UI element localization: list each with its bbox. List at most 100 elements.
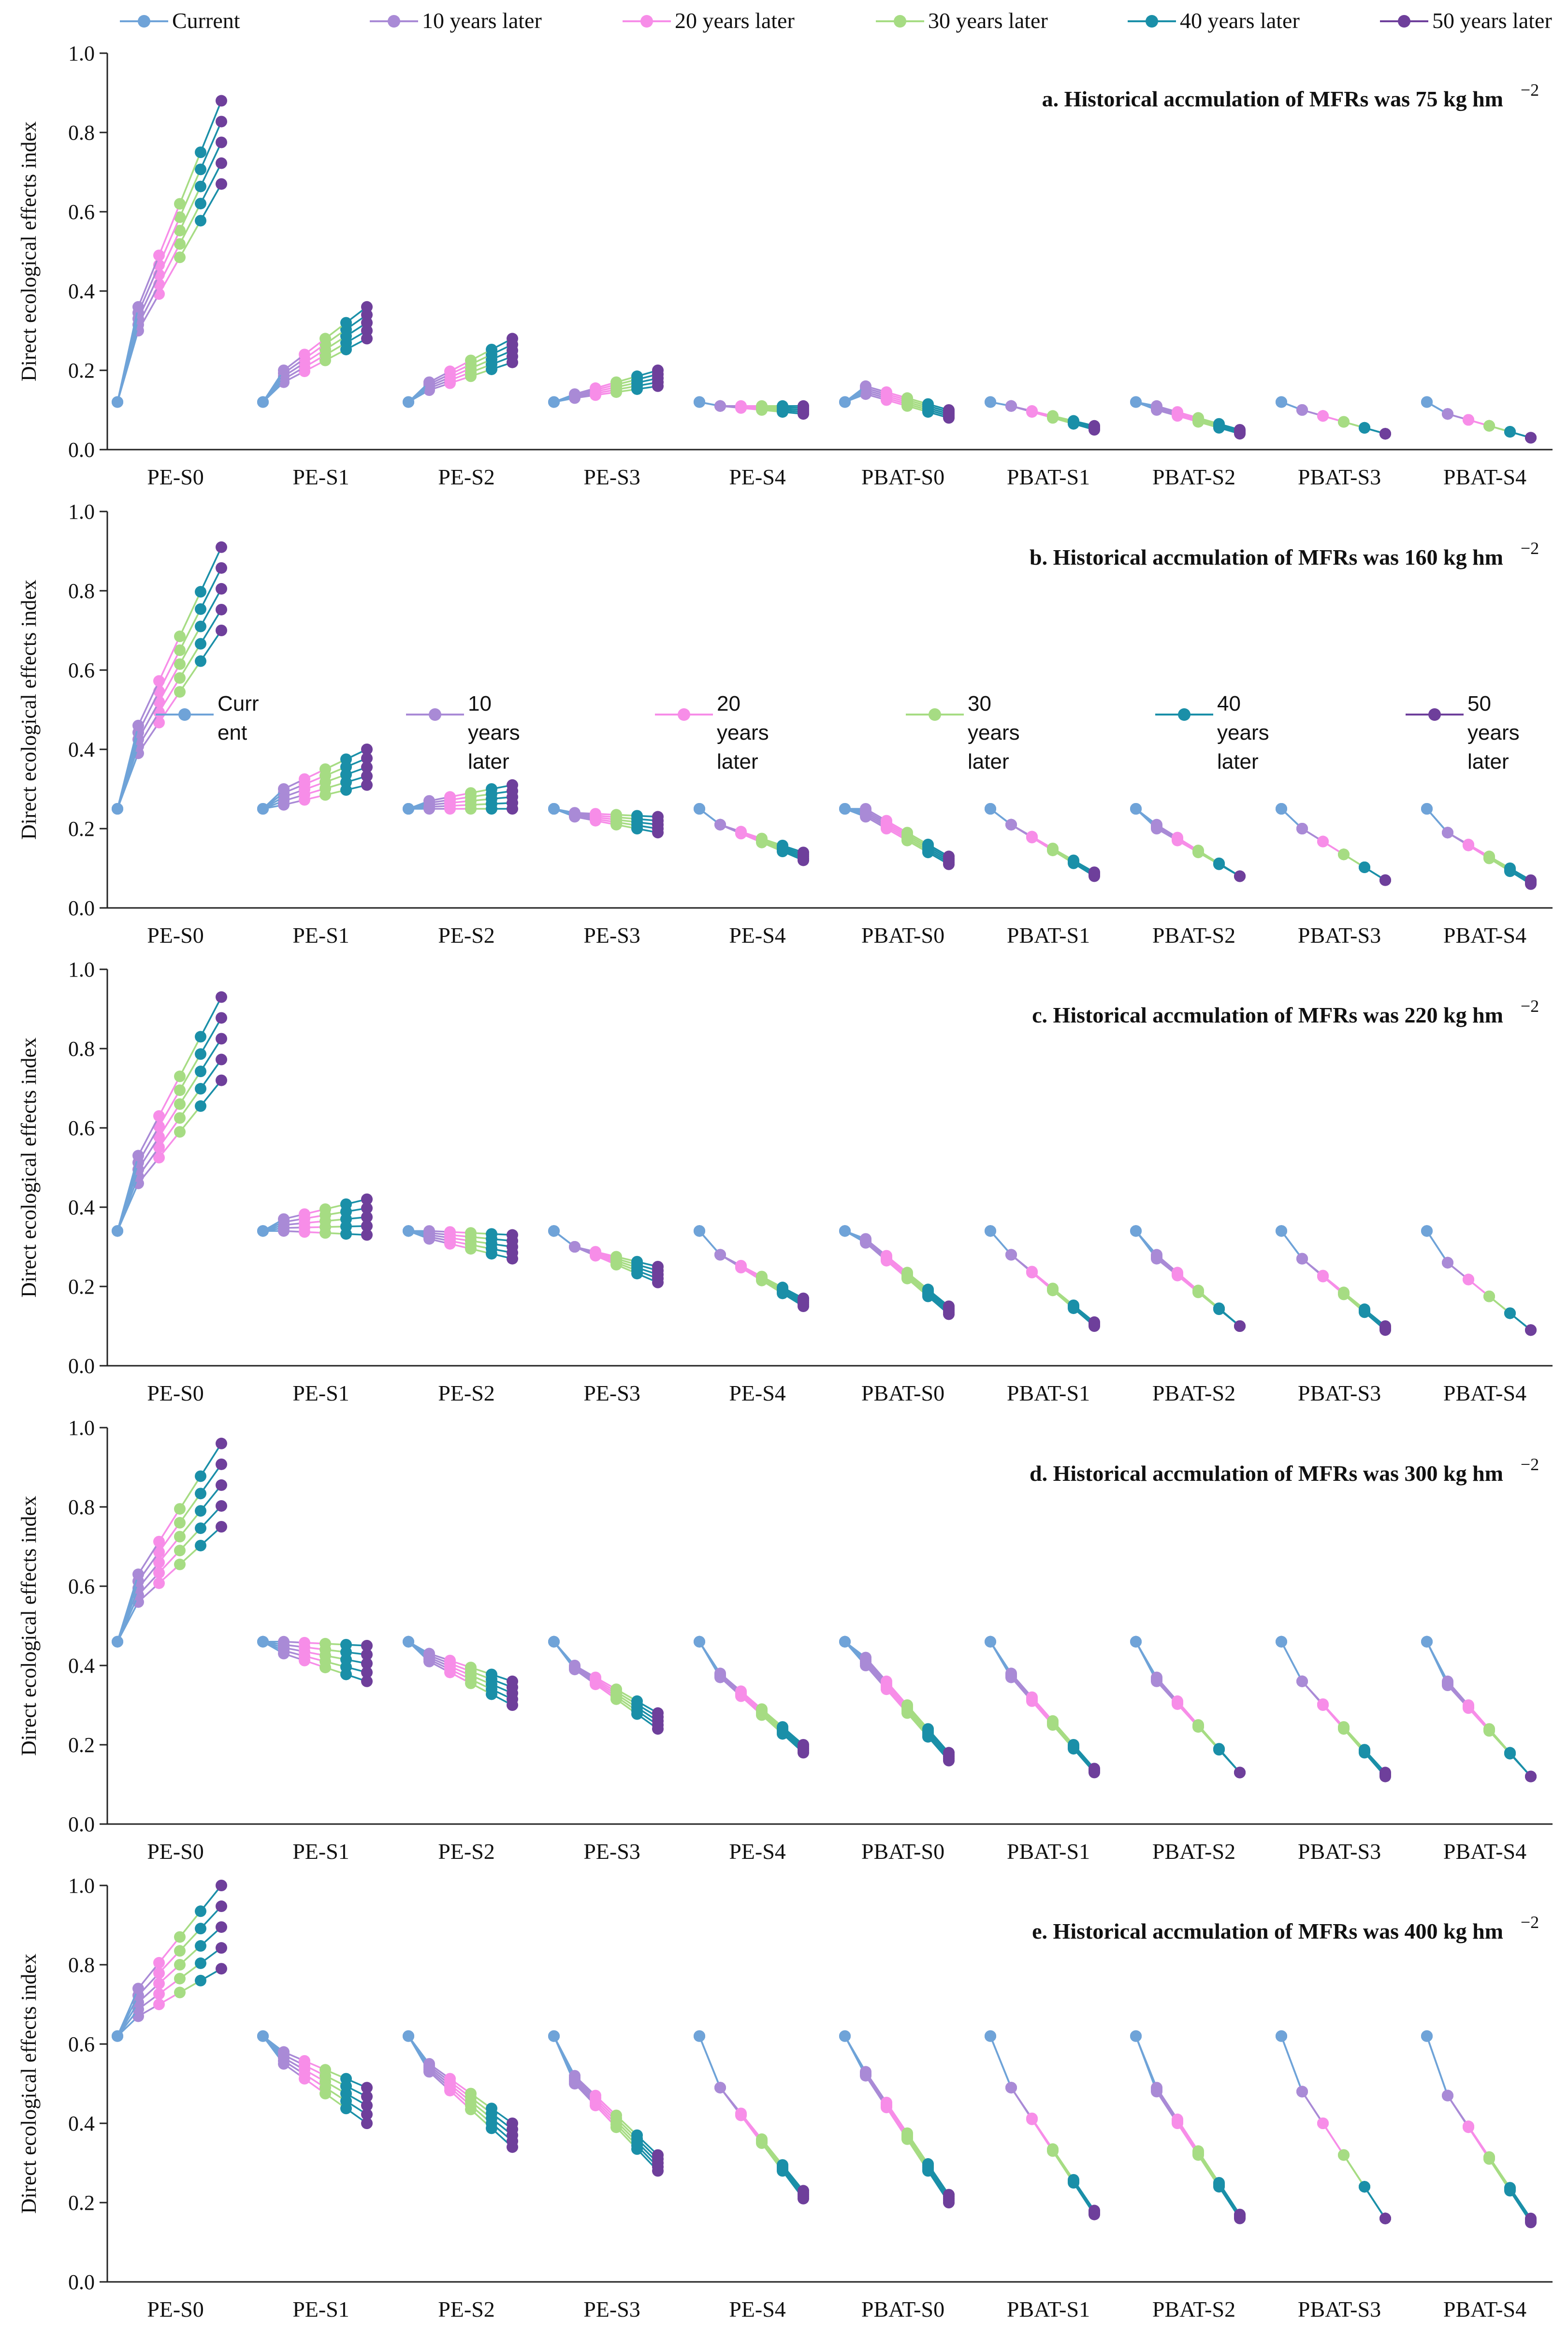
data-point — [507, 779, 518, 791]
series-line-segment — [1156, 2087, 1178, 2120]
data-point — [1005, 1249, 1017, 1261]
legend-swatch-marker — [388, 15, 400, 28]
x-tick-label: PE-S3 — [583, 1381, 640, 1405]
data-point — [652, 1261, 664, 1272]
x-tick-label: PE-S1 — [292, 1839, 349, 1864]
y-axis-label: Direct ecological effects index — [17, 121, 41, 381]
data-point — [216, 1053, 227, 1066]
data-point — [1151, 400, 1162, 412]
series-line-segment — [886, 2102, 908, 2134]
x-tick-label: PBAT-S0 — [861, 923, 944, 948]
series-line-segment — [844, 2035, 867, 2073]
data-point — [299, 349, 310, 361]
data-point — [1276, 2030, 1287, 2042]
inset-legend-label: 20 years later — [717, 692, 769, 774]
y-tick-label: 0.0 — [68, 438, 95, 462]
data-point — [195, 1488, 206, 1500]
inset-legend-label: 40 years later — [1217, 692, 1269, 774]
data-point — [1213, 2177, 1225, 2189]
data-point — [1442, 408, 1453, 420]
data-point — [1317, 2118, 1329, 2129]
data-point — [216, 95, 227, 107]
data-point — [361, 301, 373, 313]
series-line-segment — [137, 680, 160, 726]
series-line-segment — [179, 169, 202, 218]
y-tick-label: 0.4 — [68, 1196, 95, 1219]
data-point — [1379, 428, 1391, 440]
data-point — [423, 1648, 435, 1660]
data-point — [652, 365, 664, 376]
data-point — [216, 583, 227, 595]
data-point — [1276, 1636, 1287, 1648]
data-point — [507, 2118, 518, 2129]
x-tick-label: PE-S1 — [292, 465, 349, 489]
data-point — [1504, 862, 1516, 874]
data-point — [1463, 838, 1474, 850]
series-line-segment — [698, 2035, 721, 2088]
series-line-segment — [1426, 1641, 1449, 1682]
data-point — [299, 2055, 310, 2067]
data-point — [195, 1083, 206, 1095]
data-point — [507, 333, 518, 345]
data-point — [361, 779, 373, 791]
data-point — [1068, 854, 1079, 866]
data-point — [590, 2089, 601, 2102]
data-point — [465, 354, 477, 366]
series-line-segment — [200, 588, 222, 627]
data-point — [714, 400, 726, 412]
data-point — [361, 2090, 373, 2103]
series-line-segment — [179, 626, 202, 665]
inset-legend-label-line: years — [1467, 721, 1520, 745]
series-line-segment — [179, 660, 202, 693]
series-line-segment — [158, 691, 181, 723]
inset-legend-label-line: Curr — [218, 692, 259, 716]
x-tick-label: PE-S3 — [583, 2297, 640, 2322]
data-point — [195, 1048, 206, 1060]
data-point — [216, 1012, 227, 1024]
data-point — [901, 2127, 913, 2139]
series-line-segment — [179, 1071, 202, 1105]
x-tick-label: PE-S4 — [729, 1839, 786, 1864]
data-point — [610, 1683, 622, 1695]
y-tick-label: 0.6 — [68, 658, 95, 682]
data-point — [195, 655, 206, 667]
series-line-segment — [200, 142, 222, 187]
data-point — [1296, 2086, 1308, 2098]
data-point — [153, 1131, 165, 1143]
inset-legend-label-line: later — [1217, 750, 1259, 774]
data-point — [174, 1531, 186, 1543]
data-point — [943, 1300, 955, 1312]
data-point — [860, 803, 871, 815]
series-line-segment — [179, 1036, 202, 1077]
data-point — [1483, 1723, 1495, 1735]
y-tick-label: 0.4 — [68, 2112, 95, 2135]
data-point — [1068, 1739, 1079, 1751]
data-point — [548, 803, 560, 815]
x-tick-label: PE-S1 — [292, 2297, 349, 2322]
legend-label: 10 years later — [422, 8, 542, 33]
inset-legend-label-line: years — [1217, 721, 1269, 745]
data-point — [901, 1699, 913, 1711]
data-point — [174, 198, 186, 210]
data-point — [112, 1636, 123, 1648]
data-point — [1172, 832, 1183, 844]
data-point — [1276, 1225, 1287, 1237]
series-line-segment — [179, 591, 202, 637]
data-point — [1442, 1256, 1453, 1269]
data-point — [1463, 1699, 1474, 1711]
data-point — [361, 2100, 373, 2112]
data-point — [569, 2070, 581, 2082]
data-point — [943, 404, 955, 416]
data-point — [486, 2103, 497, 2115]
data-point — [1483, 850, 1495, 862]
data-point — [798, 1292, 809, 1304]
series-line-segment — [158, 636, 181, 682]
data-point — [361, 1666, 373, 1679]
data-point — [1192, 412, 1204, 424]
data-point — [132, 1983, 144, 1995]
x-tick-label: PE-S4 — [729, 2297, 786, 2322]
series-line-segment — [116, 1988, 139, 2037]
data-point — [610, 1251, 622, 1263]
inset-legend-label-line: later — [1467, 750, 1509, 774]
x-tick-label: PBAT-S3 — [1298, 465, 1381, 489]
